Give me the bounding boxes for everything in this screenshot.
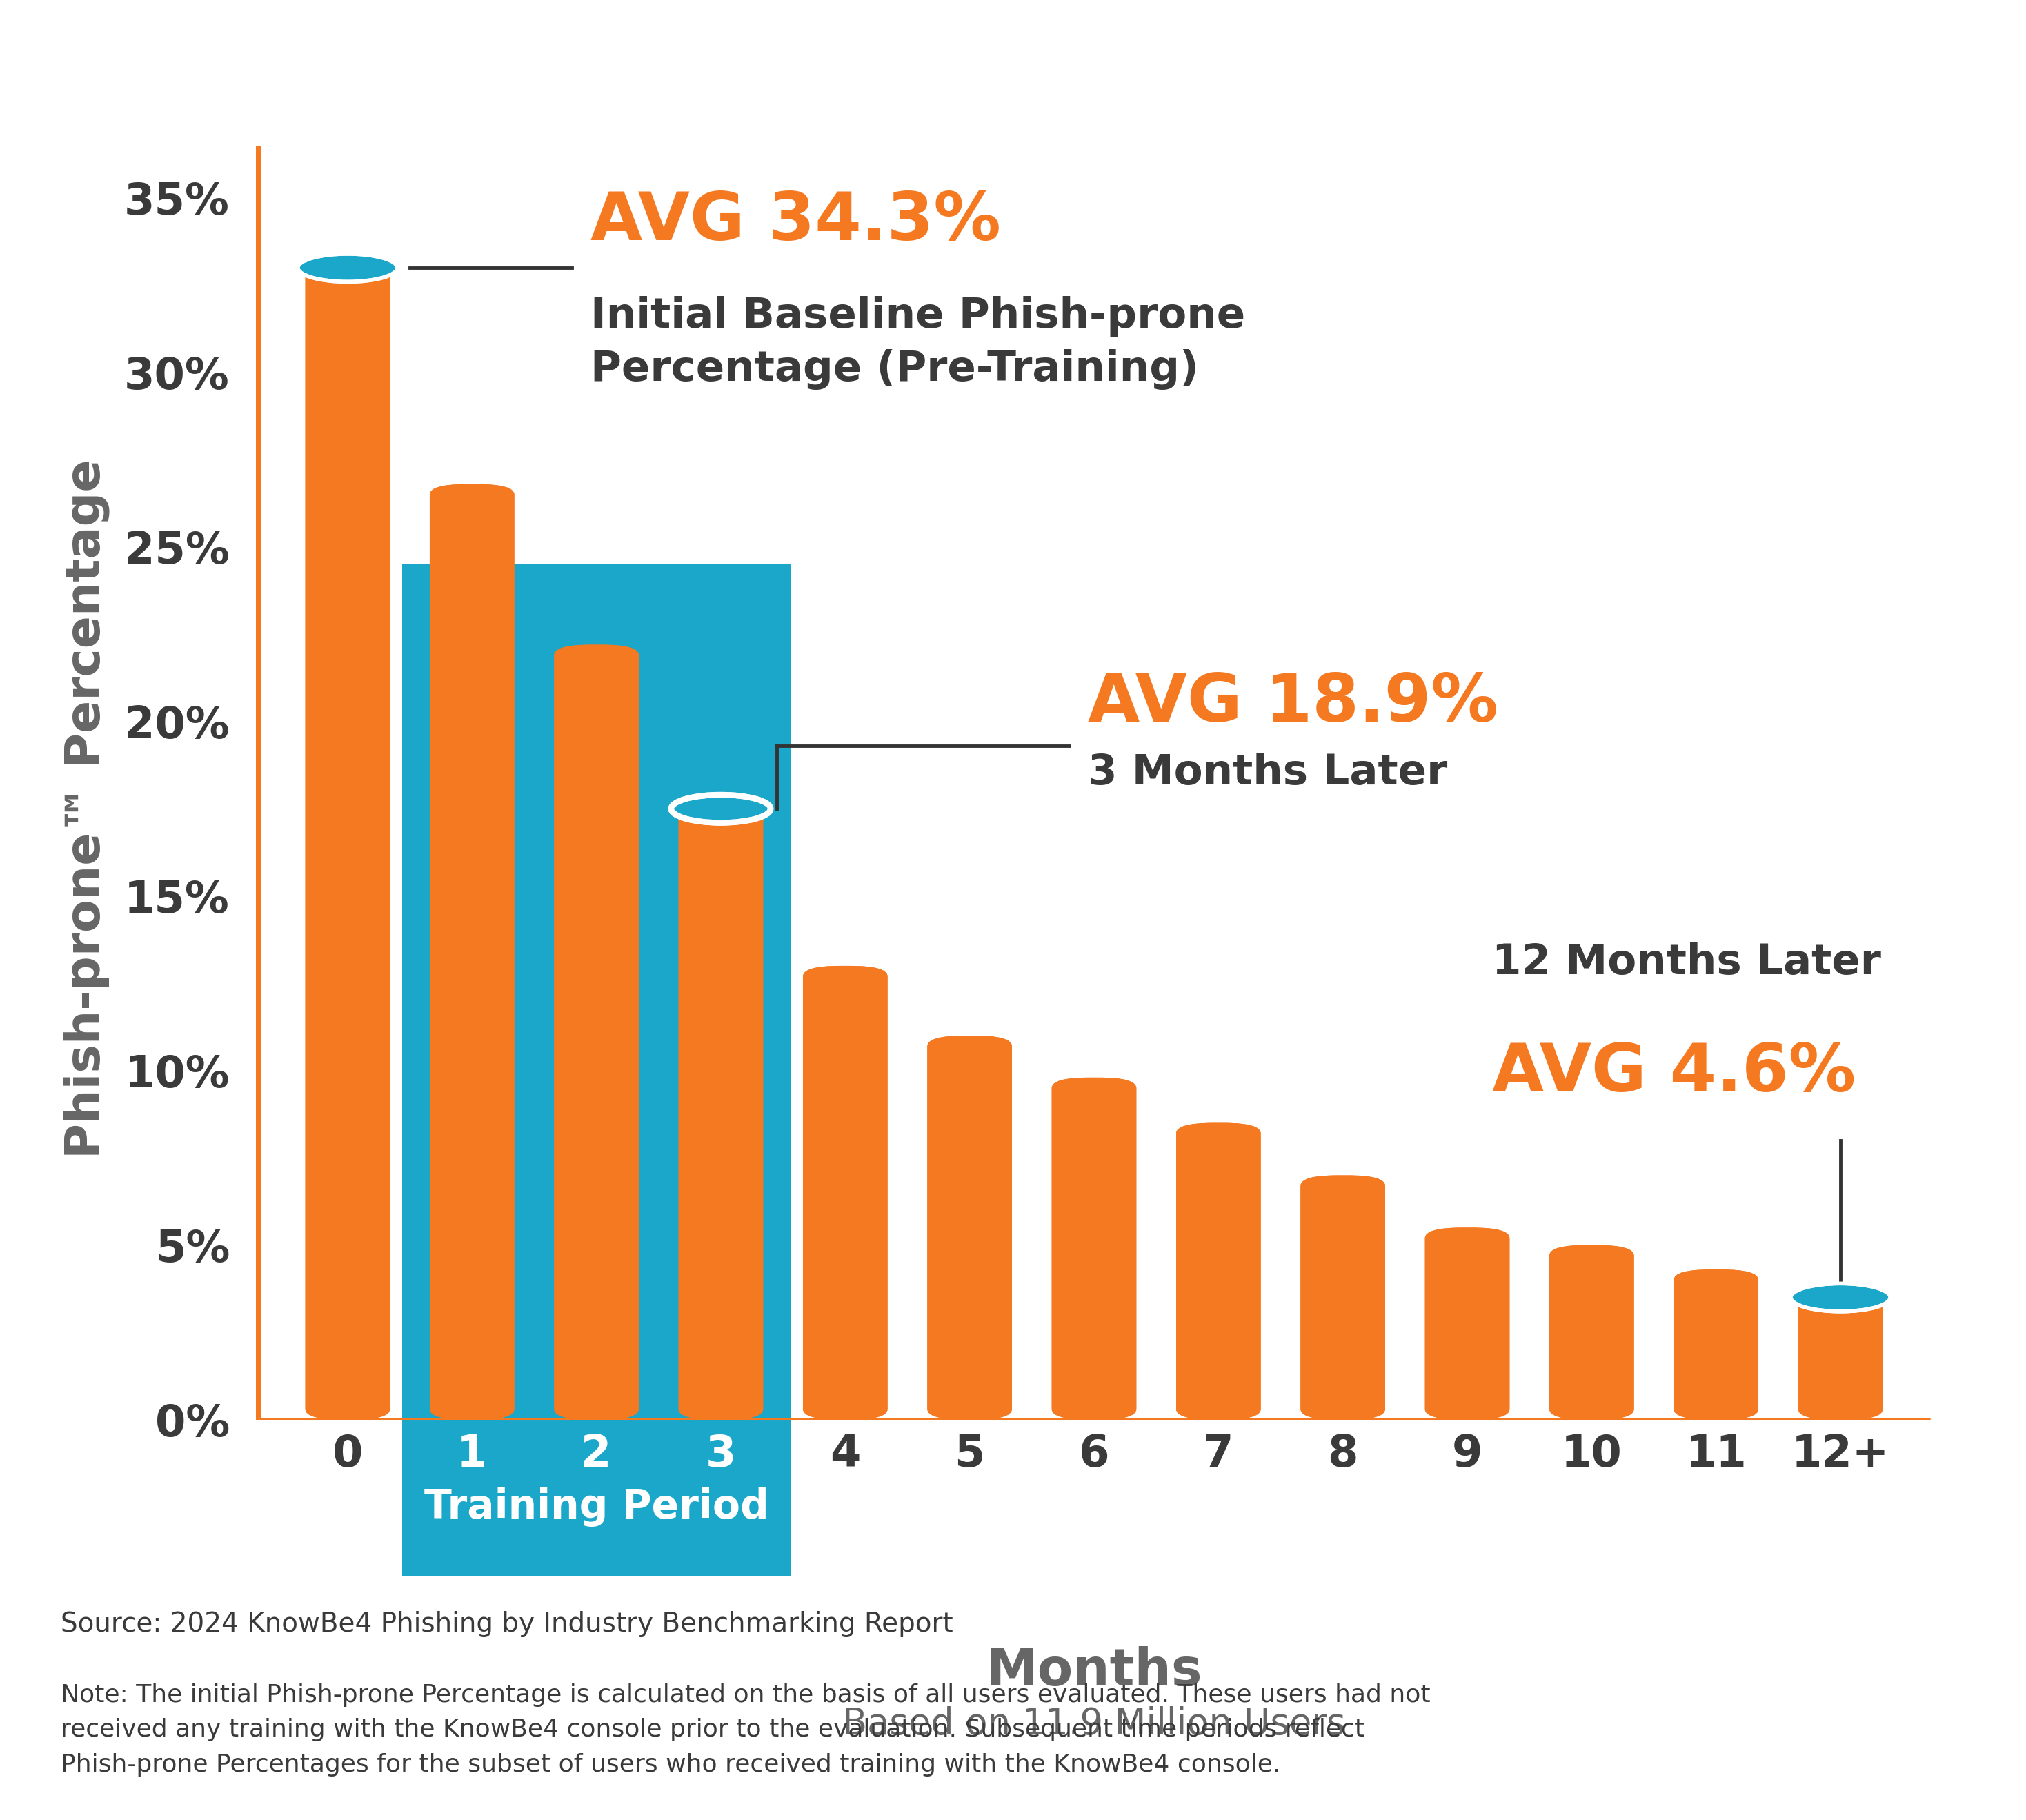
FancyBboxPatch shape — [1799, 1298, 1882, 1420]
Circle shape — [671, 795, 770, 823]
Text: Months: Months — [987, 1647, 1201, 1696]
FancyBboxPatch shape — [1301, 1176, 1386, 1420]
Circle shape — [1791, 1283, 1890, 1312]
Text: Phish-prone™ Percentage: Phish-prone™ Percentage — [63, 459, 109, 1158]
Bar — [403, 564, 790, 1420]
Text: 12 Months Later: 12 Months Later — [1491, 943, 1880, 983]
Circle shape — [1791, 1283, 1890, 1312]
FancyBboxPatch shape — [306, 268, 389, 1420]
FancyBboxPatch shape — [802, 966, 887, 1420]
FancyBboxPatch shape — [430, 484, 515, 1420]
FancyBboxPatch shape — [555, 644, 638, 1420]
FancyBboxPatch shape — [1424, 1228, 1509, 1420]
FancyBboxPatch shape — [1051, 1077, 1137, 1420]
FancyBboxPatch shape — [928, 1036, 1011, 1420]
FancyBboxPatch shape — [1301, 1176, 1386, 1420]
FancyBboxPatch shape — [555, 644, 638, 1420]
FancyBboxPatch shape — [679, 808, 764, 1420]
FancyBboxPatch shape — [1177, 1123, 1260, 1420]
Bar — [403, 564, 790, 1576]
FancyBboxPatch shape — [306, 268, 389, 1420]
FancyBboxPatch shape — [1673, 1270, 1759, 1420]
FancyBboxPatch shape — [430, 484, 515, 1420]
Text: 3 Months Later: 3 Months Later — [1088, 753, 1447, 794]
FancyBboxPatch shape — [1177, 1123, 1260, 1420]
FancyBboxPatch shape — [1424, 1228, 1509, 1420]
Text: AVG 4.6%: AVG 4.6% — [1491, 1041, 1856, 1105]
Text: AVG 18.9%: AVG 18.9% — [1088, 672, 1497, 735]
Text: Initial Baseline Phish-prone
Percentage (Pre-Training): Initial Baseline Phish-prone Percentage … — [590, 295, 1246, 389]
Circle shape — [671, 795, 770, 823]
Circle shape — [298, 253, 397, 282]
FancyBboxPatch shape — [679, 808, 764, 1420]
Text: Note: The initial Phish-prone Percentage is calculated on the basis of all users: Note: The initial Phish-prone Percentage… — [61, 1684, 1430, 1776]
FancyBboxPatch shape — [1799, 1298, 1882, 1420]
Text: AVG 34.3%: AVG 34.3% — [590, 189, 1001, 253]
FancyBboxPatch shape — [1051, 1077, 1137, 1420]
Circle shape — [298, 253, 397, 282]
FancyBboxPatch shape — [1673, 1270, 1759, 1420]
FancyBboxPatch shape — [1550, 1245, 1633, 1420]
Text: Training Period: Training Period — [423, 1487, 768, 1527]
FancyBboxPatch shape — [928, 1036, 1011, 1420]
FancyBboxPatch shape — [1550, 1245, 1633, 1420]
Text: Source: 2024 KnowBe4 Phishing by Industry Benchmarking Report: Source: 2024 KnowBe4 Phishing by Industr… — [61, 1611, 952, 1636]
Text: Based on 11.9 Million Users: Based on 11.9 Million Users — [843, 1705, 1345, 1742]
FancyBboxPatch shape — [802, 966, 887, 1420]
